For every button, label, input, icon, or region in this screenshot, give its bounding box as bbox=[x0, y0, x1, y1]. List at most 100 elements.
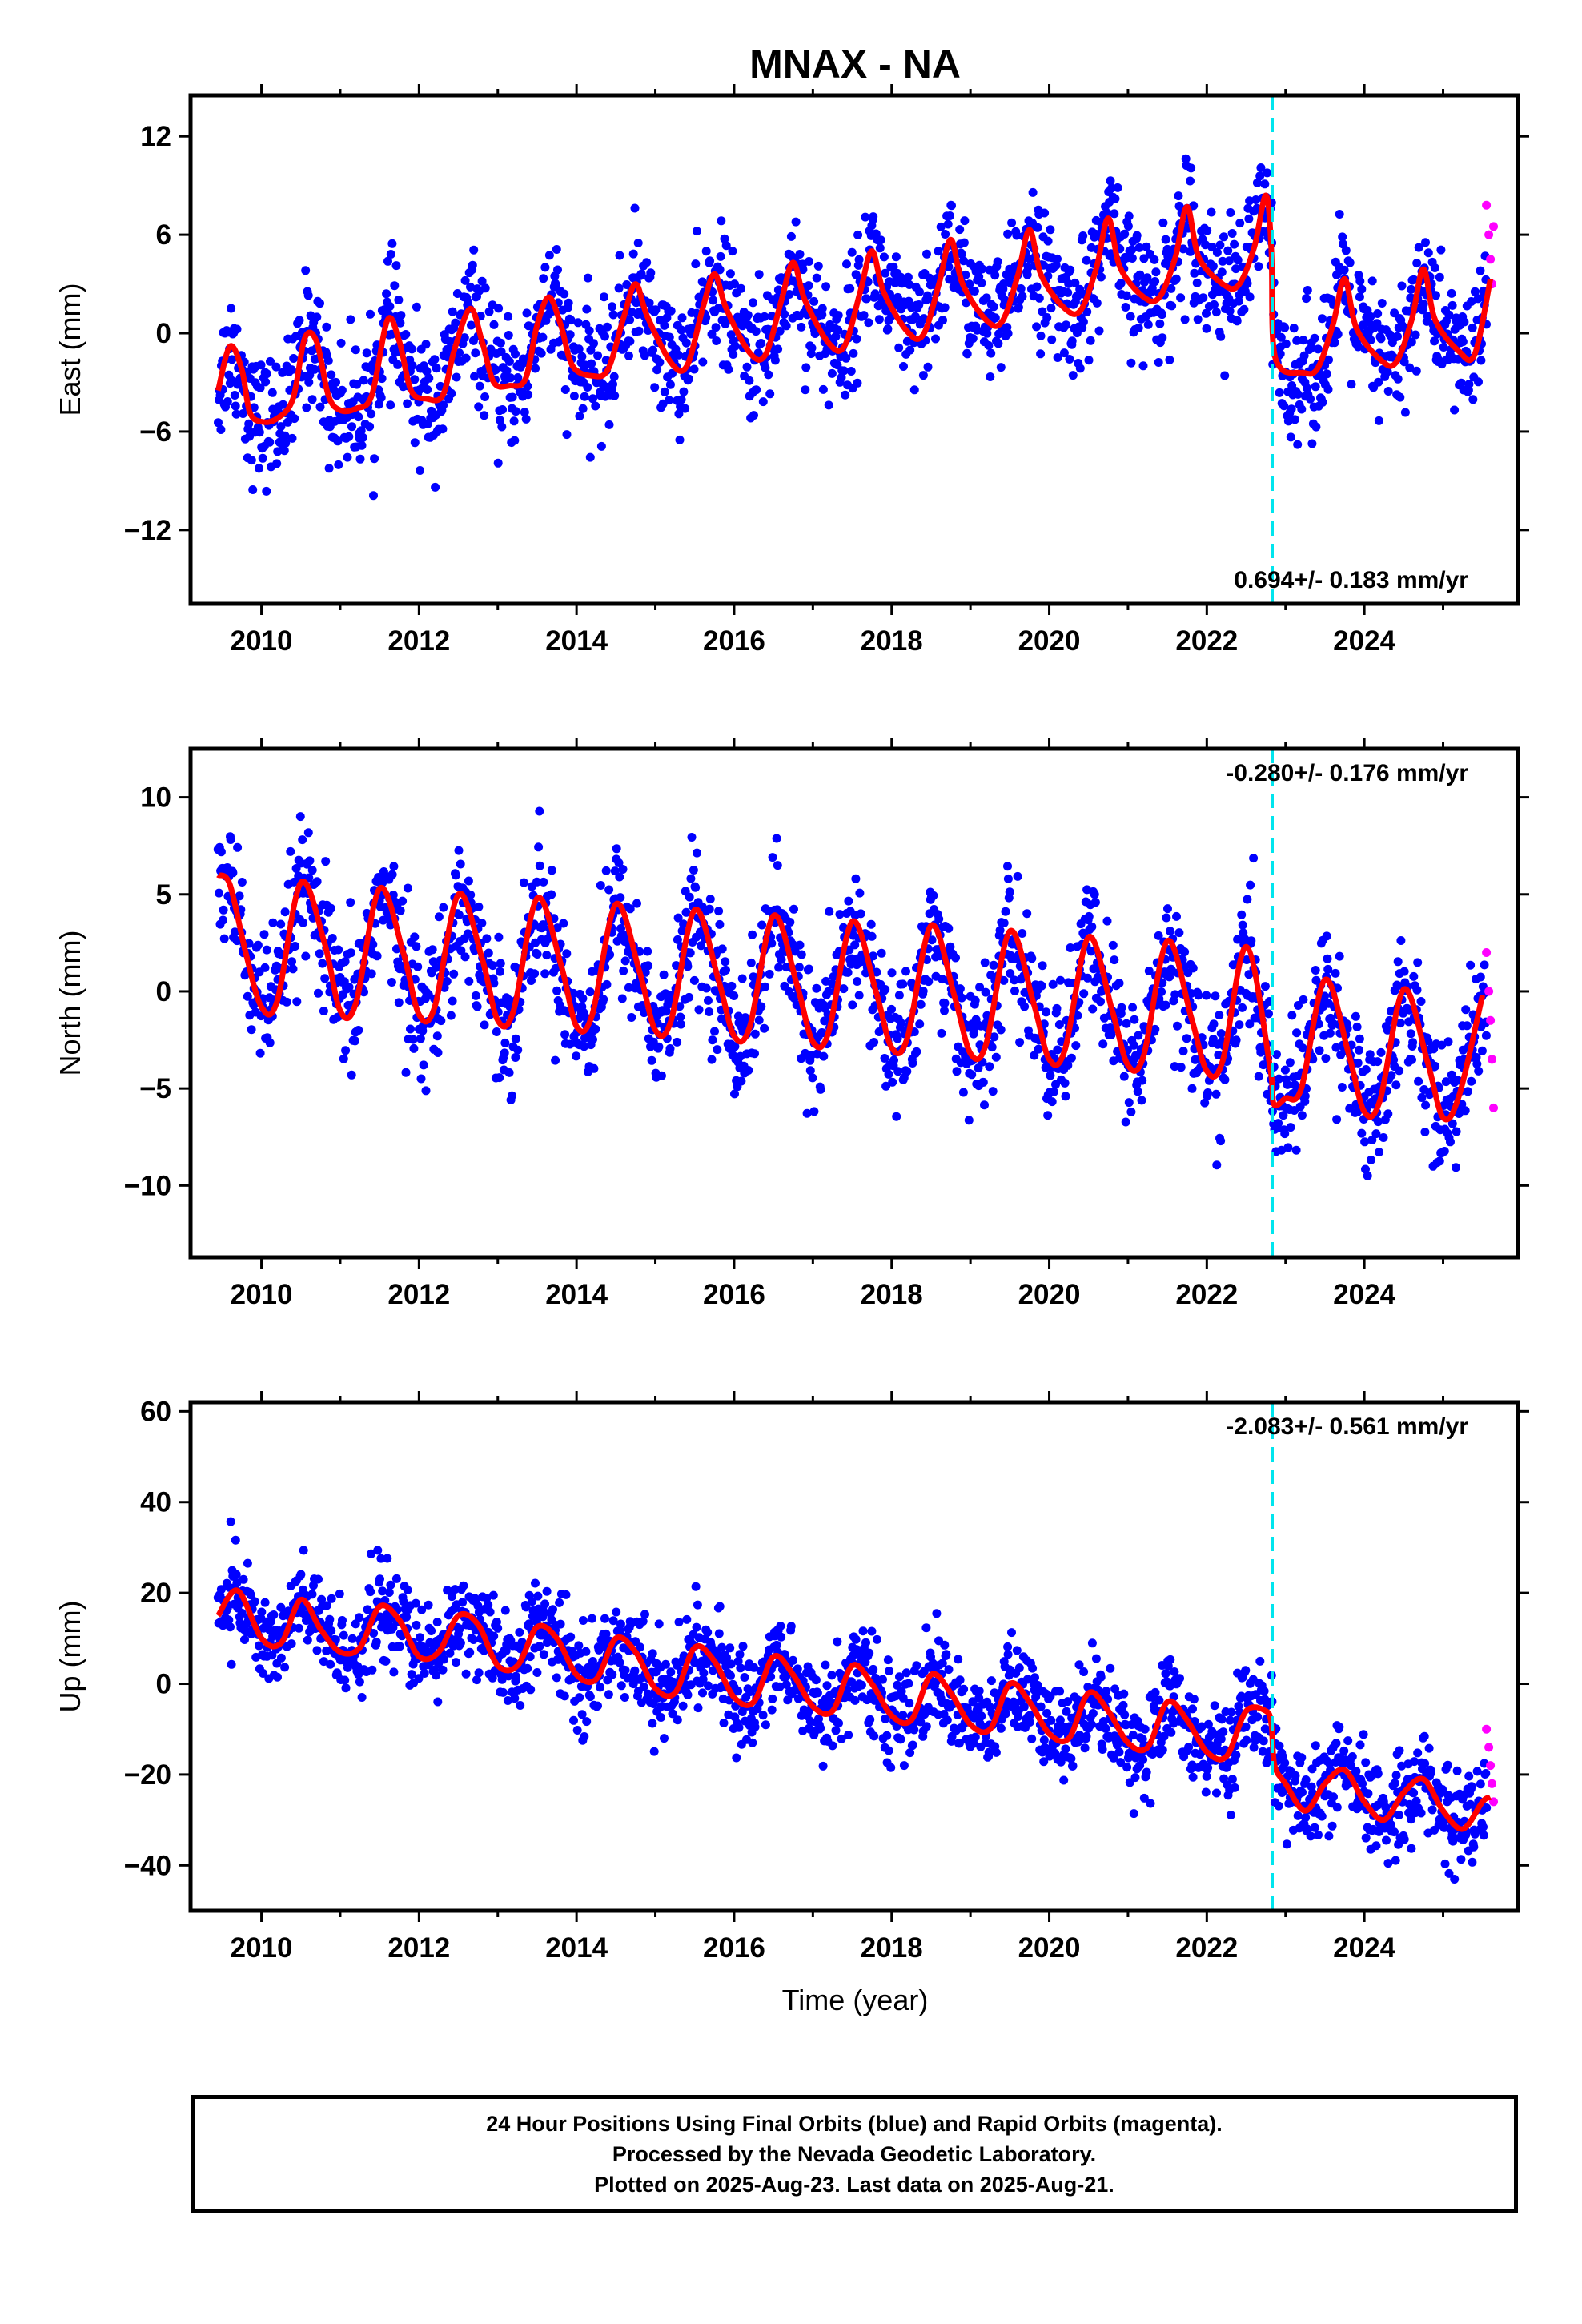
final-orbit-point bbox=[344, 432, 354, 441]
final-orbit-point bbox=[231, 401, 240, 411]
final-orbit-point bbox=[286, 846, 295, 856]
final-orbit-point bbox=[398, 896, 408, 906]
final-orbit-point bbox=[616, 1681, 626, 1691]
final-orbit-point bbox=[411, 1598, 420, 1608]
final-orbit-point bbox=[1423, 248, 1433, 258]
final-orbit-point bbox=[1352, 1022, 1362, 1031]
final-orbit-point bbox=[302, 403, 311, 412]
final-orbit-point bbox=[494, 304, 504, 313]
final-orbit-point bbox=[705, 256, 715, 266]
x-tick-label: 2022 bbox=[1175, 625, 1238, 657]
final-orbit-point bbox=[273, 447, 283, 456]
final-orbit-point bbox=[681, 338, 691, 348]
final-orbit-point bbox=[416, 1034, 425, 1043]
final-orbit-point bbox=[491, 365, 500, 375]
final-orbit-point bbox=[807, 344, 817, 352]
final-orbit-point bbox=[560, 1030, 570, 1039]
final-orbit-point bbox=[909, 1725, 919, 1735]
final-orbit-point bbox=[1447, 288, 1456, 298]
final-orbit-point bbox=[340, 1675, 350, 1685]
final-orbit-point bbox=[708, 1035, 717, 1045]
final-orbit-point bbox=[307, 395, 317, 404]
final-orbit-point bbox=[1472, 1059, 1482, 1069]
final-orbit-point bbox=[511, 1053, 520, 1062]
final-orbit-point bbox=[777, 955, 786, 964]
final-orbit-point bbox=[538, 332, 548, 342]
final-orbit-point bbox=[1280, 323, 1290, 332]
final-orbit-point bbox=[396, 906, 405, 915]
final-orbit-point bbox=[732, 1753, 741, 1763]
final-orbit-point bbox=[511, 349, 520, 359]
final-orbit-point bbox=[839, 984, 849, 994]
final-orbit-point bbox=[341, 1046, 351, 1055]
final-orbit-point bbox=[1132, 231, 1142, 240]
final-orbit-point bbox=[1037, 981, 1046, 991]
final-orbit-point bbox=[902, 1067, 912, 1076]
final-orbit-point bbox=[280, 907, 290, 917]
final-orbit-point bbox=[474, 1668, 484, 1678]
final-orbit-point bbox=[228, 868, 238, 878]
final-orbit-point bbox=[412, 302, 421, 312]
final-orbit-point bbox=[536, 348, 546, 358]
final-orbit-point bbox=[891, 252, 901, 262]
final-orbit-point bbox=[1202, 324, 1211, 333]
final-orbit-point bbox=[395, 1642, 404, 1651]
final-orbit-point bbox=[673, 350, 683, 360]
y-tick-label: −5 bbox=[139, 1073, 171, 1104]
final-orbit-point bbox=[965, 279, 974, 289]
final-orbit-point bbox=[1441, 1077, 1451, 1087]
final-orbit-point bbox=[298, 835, 307, 845]
final-orbit-point bbox=[776, 1622, 785, 1630]
final-orbit-point bbox=[591, 1024, 600, 1034]
final-orbit-point bbox=[1114, 979, 1124, 988]
final-orbit-point bbox=[339, 1054, 348, 1063]
final-orbit-point bbox=[681, 404, 690, 413]
final-orbit-point bbox=[853, 378, 862, 388]
final-orbit-point bbox=[1202, 308, 1211, 318]
final-orbit-point bbox=[1014, 303, 1023, 312]
plot-frame-north bbox=[188, 746, 1520, 1260]
final-orbit-point bbox=[577, 1710, 587, 1719]
final-orbit-point bbox=[1142, 242, 1151, 251]
final-orbit-point bbox=[1087, 922, 1097, 931]
final-orbit-point bbox=[561, 1590, 571, 1599]
final-orbit-point bbox=[737, 974, 747, 983]
final-orbit-point bbox=[604, 420, 614, 429]
final-orbit-point bbox=[737, 283, 745, 293]
final-orbit-point bbox=[894, 343, 904, 352]
final-orbit-point bbox=[553, 265, 562, 275]
final-orbit-point bbox=[805, 964, 813, 974]
final-orbit-point bbox=[422, 367, 432, 376]
final-orbit-point bbox=[1211, 991, 1220, 1001]
final-orbit-point bbox=[1322, 931, 1331, 941]
final-orbit-point bbox=[1411, 366, 1421, 376]
final-orbit-point bbox=[1279, 401, 1289, 411]
final-orbit-point bbox=[869, 951, 878, 961]
final-orbit-point bbox=[440, 1655, 448, 1664]
final-orbit-point bbox=[1220, 1075, 1230, 1084]
final-orbit-point bbox=[432, 364, 441, 373]
final-orbit-point bbox=[1134, 243, 1144, 252]
final-orbit-point bbox=[578, 994, 588, 1003]
final-orbit-point bbox=[905, 280, 914, 289]
final-orbit-point bbox=[214, 418, 223, 428]
final-orbit-point bbox=[805, 257, 813, 266]
final-orbit-point bbox=[754, 1015, 764, 1025]
final-orbit-point bbox=[1123, 222, 1133, 231]
final-orbit-point bbox=[384, 1588, 394, 1597]
final-orbit-point bbox=[343, 452, 352, 462]
final-orbit-point bbox=[1302, 294, 1311, 304]
final-orbit-point bbox=[914, 300, 924, 309]
final-orbit-point bbox=[382, 289, 391, 299]
final-orbit-point bbox=[729, 350, 738, 359]
final-orbit-point bbox=[1409, 971, 1419, 981]
final-orbit-point bbox=[1435, 272, 1444, 282]
final-orbit-point bbox=[299, 1546, 308, 1555]
final-orbit-point bbox=[1054, 1020, 1064, 1029]
final-orbit-point bbox=[691, 259, 701, 269]
final-orbit-point bbox=[580, 1042, 589, 1051]
final-orbit-point bbox=[224, 1615, 234, 1625]
final-orbit-point bbox=[403, 883, 412, 893]
final-orbit-point bbox=[878, 1675, 887, 1684]
final-orbit-point bbox=[822, 1681, 832, 1691]
